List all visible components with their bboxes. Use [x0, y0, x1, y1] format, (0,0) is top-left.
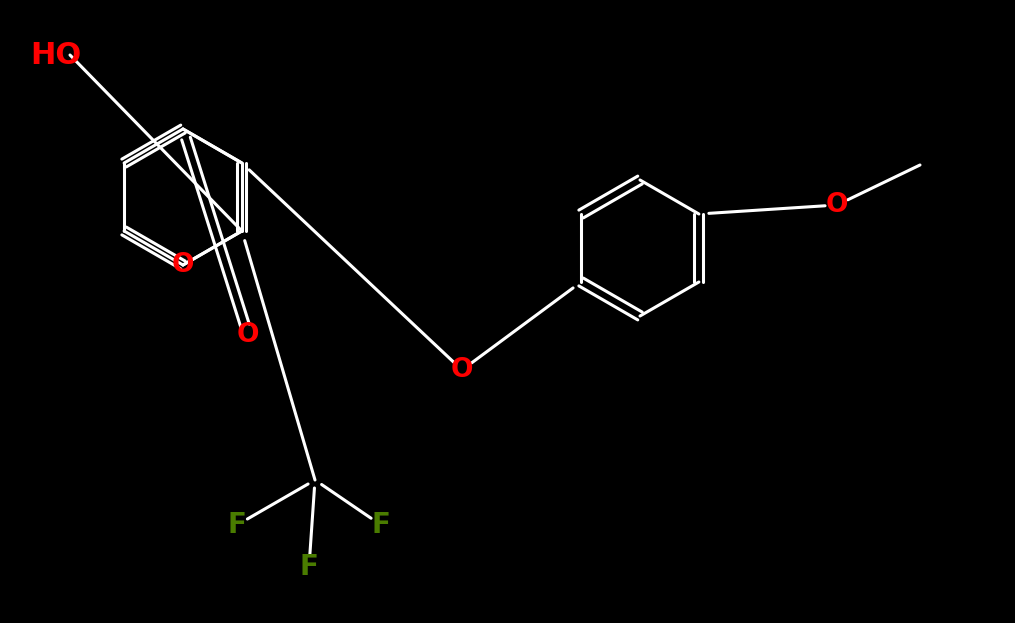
- Text: F: F: [227, 511, 247, 539]
- Text: F: F: [299, 553, 319, 581]
- Text: HO: HO: [30, 40, 81, 70]
- Text: O: O: [236, 322, 259, 348]
- Text: O: O: [172, 252, 194, 278]
- Text: F: F: [371, 511, 391, 539]
- Text: O: O: [451, 357, 473, 383]
- Text: O: O: [826, 192, 849, 218]
